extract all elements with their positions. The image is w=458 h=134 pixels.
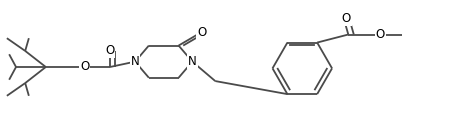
Text: O: O	[80, 60, 89, 74]
Text: N: N	[188, 55, 197, 68]
Text: O: O	[376, 28, 385, 41]
Text: O: O	[197, 26, 206, 39]
Text: O: O	[342, 12, 351, 25]
Text: O: O	[105, 44, 114, 57]
Text: N: N	[131, 55, 140, 68]
